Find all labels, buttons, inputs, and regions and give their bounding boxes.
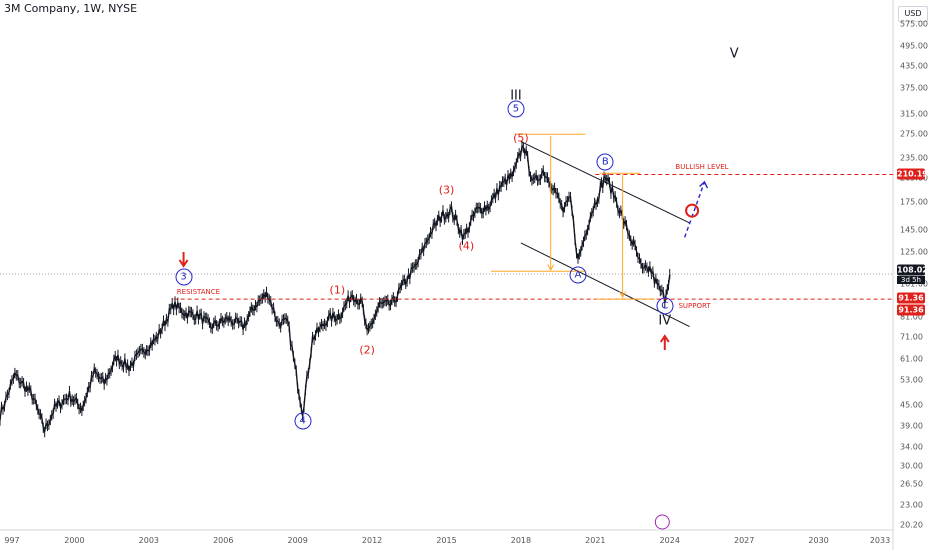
y-tick-label: 34.00	[900, 442, 923, 452]
wave-label: (1)	[329, 283, 346, 297]
y-tick-label: 101.00	[900, 279, 928, 289]
currency-button[interactable]: USD	[898, 6, 928, 22]
resistance-label: RESISTANCE	[176, 288, 221, 297]
symbol-title: 3M Company, 1W, NYSE	[4, 2, 138, 15]
y-tick-label: 235.00	[900, 153, 928, 163]
wave-label: (2)	[359, 343, 375, 357]
down-arrow-head	[178, 259, 189, 268]
countdown-tag: 3d 5h	[897, 276, 925, 285]
x-tick-label: 2021	[585, 536, 606, 545]
support-tag: 91.36	[897, 304, 925, 316]
x-tick-label: 2003	[138, 536, 160, 545]
wave-label: IV	[658, 313, 672, 329]
x-tick-label: 2033	[869, 536, 891, 545]
y-tick-label: 20.20	[900, 520, 923, 530]
x-tick-label: 997	[4, 536, 20, 545]
projection-arrowhead	[699, 180, 709, 189]
wave-label: (5)	[513, 131, 529, 145]
y-tick-label: 575.00	[900, 19, 928, 29]
x-tick-label: 2030	[808, 536, 829, 545]
y-tick-label: 71.00	[900, 332, 923, 342]
bullish-level-label: BULLISH LEVEL	[675, 163, 729, 172]
y-tick-label: 145.00	[900, 225, 928, 235]
last-price-tag: 108.02	[897, 264, 928, 276]
up-arrow-head	[659, 334, 670, 343]
circled-wave-label: C	[656, 297, 674, 315]
y-tick-label: 495.00	[900, 41, 928, 51]
breakout-target-circle	[685, 203, 700, 218]
circled-wave-label: 5	[507, 100, 525, 118]
y-tick-label: 23.00	[900, 500, 923, 510]
y-tick-label: 81.00	[900, 312, 923, 322]
x-tick-label: 2000	[64, 536, 85, 545]
circled-wave-label: 3	[175, 268, 193, 286]
circled-wave-label: B	[596, 153, 614, 171]
bullish-level-tag: 210.19	[897, 168, 928, 180]
x-tick-label: 2024	[659, 536, 680, 545]
circled-wave-label: 4	[294, 412, 312, 430]
wave-label: (4)	[458, 239, 475, 253]
y-tick-label: 53.00	[900, 375, 923, 385]
x-tick-label: 2006	[213, 536, 234, 545]
y-tick-label: 30.00	[900, 461, 923, 471]
wave-label: III	[510, 88, 522, 104]
wave-label: (3)	[438, 183, 455, 197]
measure-arrowhead-2	[619, 291, 627, 299]
x-tick-label: 2018	[510, 536, 532, 545]
x-tick-label: 2009	[287, 536, 308, 545]
x-tick-label: 2027	[733, 536, 755, 545]
support-label: SUPPORT	[678, 302, 711, 311]
y-tick-label: 39.00	[900, 421, 923, 431]
y-tick-label: 275.00	[900, 129, 928, 139]
circled-wave-label: A	[569, 266, 587, 284]
y-tick-label: 315.00	[900, 109, 928, 119]
y-tick-label: 435.00	[900, 61, 928, 71]
y-tick-label: 26.50	[900, 479, 923, 489]
events-icon	[654, 514, 670, 530]
y-tick-label: 61.00	[900, 354, 923, 364]
resistance-tag: 91.36	[897, 292, 925, 304]
wave-label: V	[729, 46, 739, 62]
y-tick-label: 45.00	[900, 400, 923, 410]
x-tick-label: 2015	[436, 536, 457, 545]
projection-arrow-line	[683, 181, 706, 238]
measure-arrowhead-1	[547, 264, 555, 271]
y-tick-label: 125.00	[900, 247, 928, 257]
y-tick-label: 175.00	[900, 197, 928, 207]
x-tick-label: 2012	[361, 536, 383, 545]
y-tick-label: 375.00	[900, 83, 928, 93]
channel-upper-line	[520, 141, 690, 224]
